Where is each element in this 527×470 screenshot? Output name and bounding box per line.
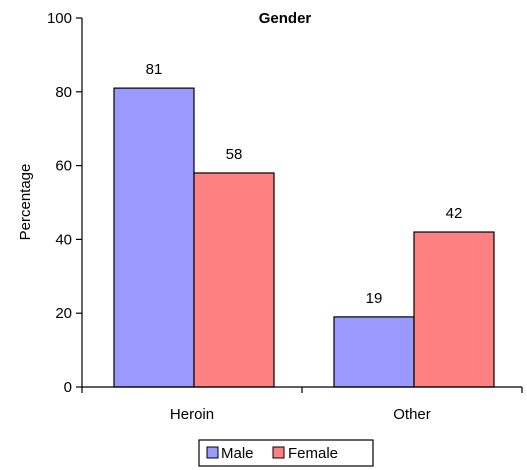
legend-swatch-male [206,446,219,459]
y-tick-label: 60 [55,158,72,175]
legend-label-male: Male [221,445,254,462]
y-ticks-group: 0 20 40 60 80 100 [47,10,82,396]
data-label-female-other: 42 [446,205,463,222]
bars-group [113,87,495,388]
y-tick-label: 20 [55,305,72,322]
legend-swatch-female [272,446,285,459]
y-tick-label: 40 [55,231,72,248]
y-axis-label: Percentage [17,164,34,241]
bar-male-other [333,316,415,388]
data-label-male-other: 19 [366,290,383,307]
y-tick-label: 100 [47,10,72,27]
legend: Male Female [198,439,374,467]
x-ticks-group: Heroin Other [81,387,523,423]
bar-female-other [413,231,495,388]
x-tick-label-heroin: Heroin [170,406,214,423]
x-tick-label-other: Other [393,406,431,423]
legend-box [198,439,374,467]
y-tick-label: 0 [64,379,72,396]
data-label-male-heroin: 81 [146,61,163,78]
data-label-female-heroin: 58 [226,146,243,163]
data-labels-group: 81 58 19 42 [146,61,463,307]
legend-label-female: Female [288,445,338,462]
chart-title: Gender [259,10,312,27]
bar-female-heroin [193,172,275,388]
y-tick-label: 80 [55,84,72,101]
bar-male-heroin [113,87,195,388]
